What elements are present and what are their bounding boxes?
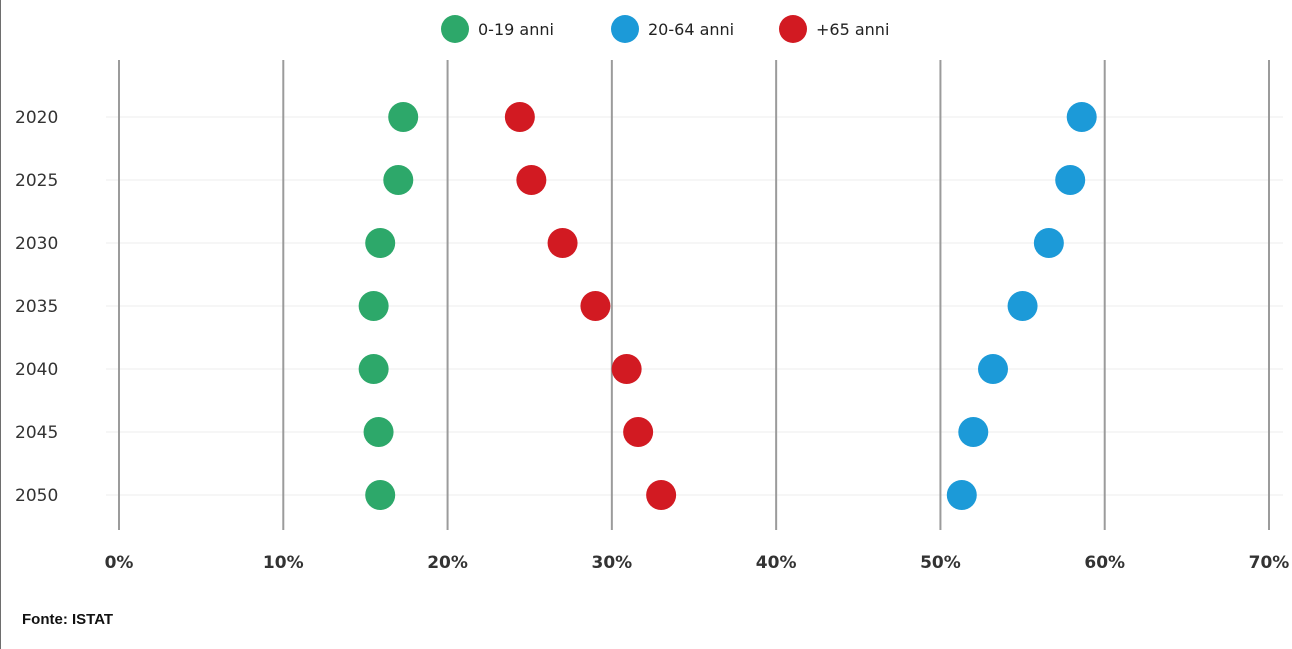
x-tick-label: 20% [427, 553, 468, 573]
data-point [516, 165, 547, 195]
x-tick-label: 30% [592, 553, 633, 573]
x-tick-label: 50% [920, 553, 961, 573]
category-labels: 2020 2025 2030 2035 2040 2045 2050 [15, 108, 58, 506]
data-point [547, 228, 578, 258]
category-label: 2030 [15, 234, 58, 254]
vertical-gridlines [118, 60, 1270, 530]
data-point [646, 480, 677, 510]
data-point [1055, 165, 1086, 195]
legend-swatch [779, 15, 807, 43]
data-point [958, 417, 989, 447]
data-point [358, 291, 389, 321]
category-label: 2035 [15, 297, 58, 317]
row-guides [106, 116, 1283, 496]
data-point [388, 102, 419, 132]
data-point [383, 165, 414, 195]
category-label: 2050 [15, 486, 58, 506]
x-axis-tick-labels: 0% 10% 20% 30% 40% 50% 60% 70% [105, 553, 1290, 573]
legend-item: 20-64 anni [611, 15, 734, 43]
data-point [365, 480, 396, 510]
x-tick-label: 60% [1084, 553, 1125, 573]
legend-label: 0-19 anni [478, 20, 554, 39]
data-point [1033, 228, 1064, 258]
legend-swatch [441, 15, 469, 43]
data-points [358, 102, 1097, 510]
legend-label: 20-64 anni [648, 20, 734, 39]
data-point [1066, 102, 1097, 132]
category-label: 2040 [15, 360, 58, 380]
data-point [623, 417, 654, 447]
x-tick-label: 40% [756, 553, 797, 573]
data-point [580, 291, 611, 321]
legend-item: 0-19 anni [441, 15, 554, 43]
data-point [358, 354, 389, 384]
data-point [365, 228, 396, 258]
legend-label: +65 anni [816, 20, 889, 39]
data-point [504, 102, 535, 132]
data-point [611, 354, 642, 384]
source-note: Fonte: ISTAT [22, 611, 114, 628]
category-label: 2025 [15, 171, 58, 191]
data-point [1007, 291, 1038, 321]
data-point [363, 417, 394, 447]
legend: 0-19 anni 20-64 anni +65 anni [441, 15, 889, 43]
data-point [978, 354, 1008, 384]
category-label: 2045 [15, 423, 58, 443]
x-tick-label: 0% [105, 553, 134, 573]
legend-swatch [611, 15, 639, 43]
legend-item: +65 anni [779, 15, 889, 43]
x-tick-label: 10% [263, 553, 304, 573]
data-point [946, 480, 977, 510]
category-label: 2020 [15, 108, 58, 128]
x-tick-label: 70% [1249, 553, 1290, 573]
